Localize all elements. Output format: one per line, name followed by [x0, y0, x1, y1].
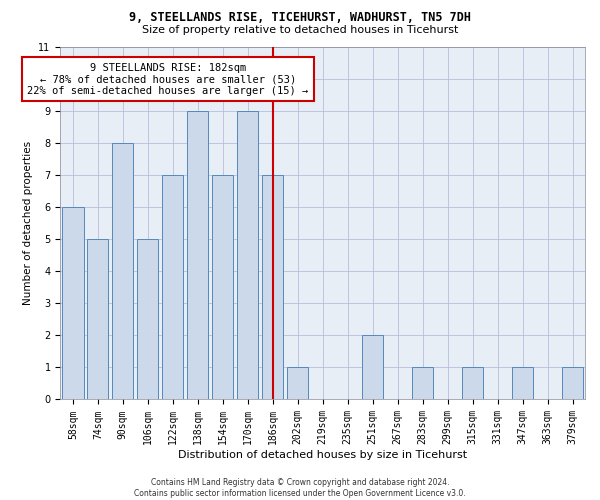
Bar	[562, 368, 583, 400]
Bar	[162, 175, 184, 400]
Bar	[237, 110, 259, 400]
Text: Contains HM Land Registry data © Crown copyright and database right 2024.
Contai: Contains HM Land Registry data © Crown c…	[134, 478, 466, 498]
X-axis label: Distribution of detached houses by size in Ticehurst: Distribution of detached houses by size …	[178, 450, 467, 460]
Y-axis label: Number of detached properties: Number of detached properties	[23, 141, 33, 305]
Bar	[262, 175, 283, 400]
Bar	[462, 368, 483, 400]
Bar	[512, 368, 533, 400]
Bar	[87, 239, 109, 400]
Bar	[412, 368, 433, 400]
Text: Size of property relative to detached houses in Ticehurst: Size of property relative to detached ho…	[142, 25, 458, 35]
Bar	[137, 239, 158, 400]
Bar	[187, 110, 208, 400]
Bar	[112, 143, 133, 400]
Bar	[212, 175, 233, 400]
Text: 9 STEELLANDS RISE: 182sqm
← 78% of detached houses are smaller (53)
22% of semi-: 9 STEELLANDS RISE: 182sqm ← 78% of detac…	[27, 62, 308, 96]
Bar	[62, 207, 83, 400]
Bar	[362, 336, 383, 400]
Bar	[287, 368, 308, 400]
Text: 9, STEELLANDS RISE, TICEHURST, WADHURST, TN5 7DH: 9, STEELLANDS RISE, TICEHURST, WADHURST,…	[129, 11, 471, 24]
